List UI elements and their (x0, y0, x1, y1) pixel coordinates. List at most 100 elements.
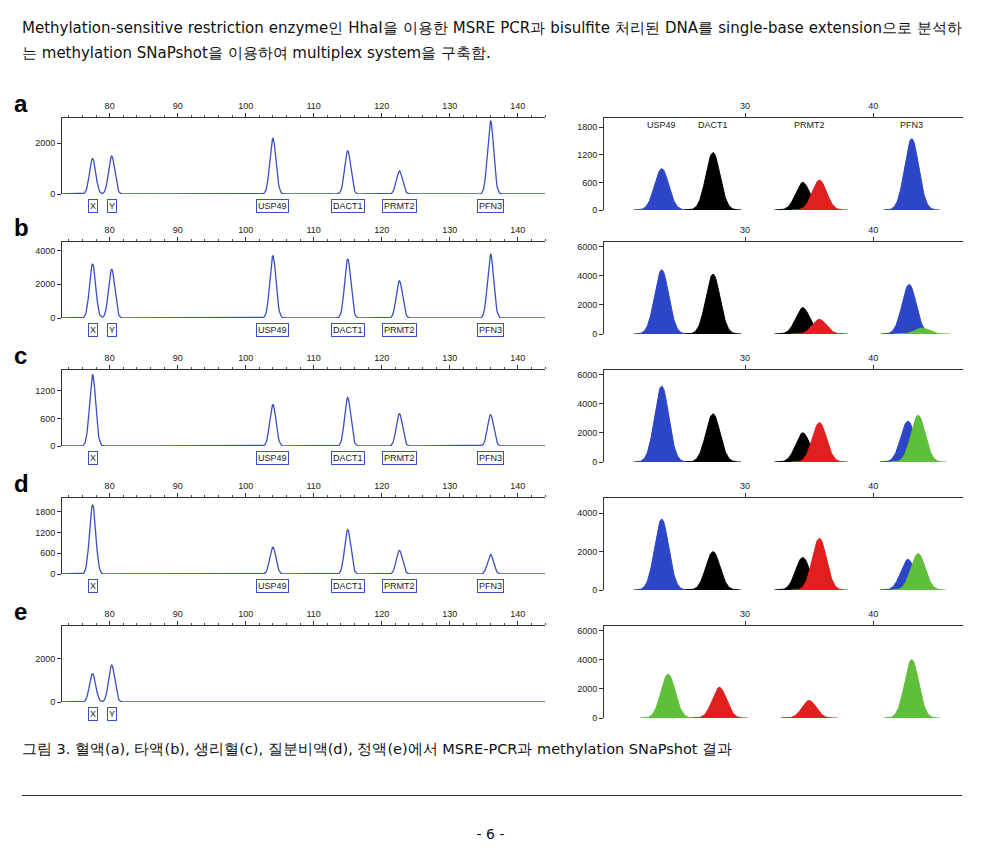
svg-text:40: 40 (868, 481, 878, 491)
svg-text:90: 90 (173, 609, 183, 619)
svg-text:90: 90 (173, 101, 183, 111)
svg-text:120: 120 (374, 481, 389, 491)
svg-text:100: 100 (238, 225, 253, 235)
svg-text:600: 600 (40, 548, 55, 558)
svg-text:USP49: USP49 (258, 453, 287, 463)
svg-text:30: 30 (740, 101, 750, 111)
svg-text:PRMT2: PRMT2 (384, 581, 415, 591)
svg-text:120: 120 (374, 101, 389, 111)
svg-text:X: X (90, 581, 96, 591)
svg-text:0: 0 (592, 329, 597, 339)
svg-text:1200: 1200 (35, 386, 55, 396)
svg-text:130: 130 (442, 225, 457, 235)
svg-text:80: 80 (105, 225, 115, 235)
svg-text:Y: Y (109, 709, 115, 719)
svg-text:80: 80 (105, 353, 115, 363)
svg-text:0: 0 (50, 441, 55, 451)
svg-text:80: 80 (105, 609, 115, 619)
svg-text:110: 110 (307, 353, 321, 363)
svg-text:120: 120 (374, 353, 389, 363)
svg-text:4000: 4000 (577, 508, 597, 518)
svg-text:0: 0 (50, 697, 55, 707)
svg-text:X: X (90, 709, 96, 719)
svg-text:2000: 2000 (577, 684, 597, 694)
svg-text:140: 140 (510, 609, 525, 619)
svg-text:DACT1: DACT1 (333, 201, 363, 211)
svg-text:40: 40 (868, 609, 878, 619)
svg-text:DACT1: DACT1 (698, 120, 728, 130)
svg-text:USP49: USP49 (647, 120, 676, 130)
svg-text:2000: 2000 (577, 547, 597, 557)
svg-text:1800: 1800 (577, 122, 597, 132)
svg-text:X: X (90, 453, 96, 463)
svg-text:6000: 6000 (577, 242, 597, 252)
svg-text:100: 100 (238, 101, 253, 111)
svg-text:90: 90 (173, 353, 183, 363)
svg-text:100: 100 (238, 353, 253, 363)
svg-text:140: 140 (510, 353, 525, 363)
svg-text:110: 110 (307, 225, 321, 235)
svg-text:PFN3: PFN3 (479, 325, 502, 335)
svg-text:2000: 2000 (35, 279, 55, 289)
svg-text:DACT1: DACT1 (333, 581, 363, 591)
svg-text:600: 600 (40, 414, 55, 424)
svg-text:Y: Y (109, 201, 115, 211)
svg-text:140: 140 (510, 225, 525, 235)
svg-text:USP49: USP49 (258, 581, 287, 591)
svg-text:USP49: USP49 (258, 325, 287, 335)
svg-text:DACT1: DACT1 (333, 325, 363, 335)
svg-text:100: 100 (238, 481, 253, 491)
svg-text:X: X (90, 325, 96, 335)
svg-text:130: 130 (442, 101, 457, 111)
svg-text:0: 0 (592, 457, 597, 467)
svg-text:130: 130 (442, 609, 457, 619)
svg-text:40: 40 (868, 353, 878, 363)
svg-text:2000: 2000 (35, 138, 55, 148)
svg-text:110: 110 (307, 609, 321, 619)
svg-text:4000: 4000 (577, 271, 597, 281)
svg-text:PRMT2: PRMT2 (384, 325, 415, 335)
svg-text:600: 600 (582, 178, 597, 188)
svg-text:1200: 1200 (577, 150, 597, 160)
svg-text:X: X (90, 201, 96, 211)
svg-text:0: 0 (592, 713, 597, 723)
svg-text:120: 120 (374, 609, 389, 619)
svg-text:30: 30 (740, 353, 750, 363)
svg-text:DACT1: DACT1 (333, 453, 363, 463)
svg-text:0: 0 (50, 313, 55, 323)
svg-text:1200: 1200 (35, 528, 55, 538)
svg-text:130: 130 (442, 353, 457, 363)
svg-text:PRMT2: PRMT2 (384, 201, 415, 211)
svg-text:130: 130 (442, 481, 457, 491)
svg-text:110: 110 (307, 101, 321, 111)
svg-text:0: 0 (592, 585, 597, 595)
svg-text:PRMT2: PRMT2 (384, 453, 415, 463)
svg-text:4000: 4000 (577, 655, 597, 665)
svg-text:USP49: USP49 (258, 201, 287, 211)
svg-text:1800: 1800 (35, 507, 55, 517)
svg-text:90: 90 (173, 225, 183, 235)
svg-text:PFN3: PFN3 (479, 453, 502, 463)
svg-text:PFN3: PFN3 (479, 581, 502, 591)
svg-text:120: 120 (374, 225, 389, 235)
svg-text:40: 40 (868, 101, 878, 111)
svg-text:PFN3: PFN3 (900, 120, 923, 130)
svg-text:30: 30 (740, 609, 750, 619)
svg-text:4000: 4000 (35, 246, 55, 256)
svg-text:110: 110 (307, 481, 321, 491)
svg-text:0: 0 (50, 569, 55, 579)
svg-text:140: 140 (510, 481, 525, 491)
svg-text:2000: 2000 (577, 300, 597, 310)
svg-text:6000: 6000 (577, 626, 597, 636)
svg-text:80: 80 (105, 101, 115, 111)
svg-text:2000: 2000 (577, 428, 597, 438)
svg-text:Y: Y (109, 325, 115, 335)
svg-text:140: 140 (510, 101, 525, 111)
svg-text:90: 90 (173, 481, 183, 491)
svg-text:4000: 4000 (577, 399, 597, 409)
svg-text:0: 0 (592, 205, 597, 215)
svg-text:40: 40 (868, 225, 878, 235)
svg-text:30: 30 (740, 481, 750, 491)
svg-text:0: 0 (50, 189, 55, 199)
svg-text:PFN3: PFN3 (479, 201, 502, 211)
